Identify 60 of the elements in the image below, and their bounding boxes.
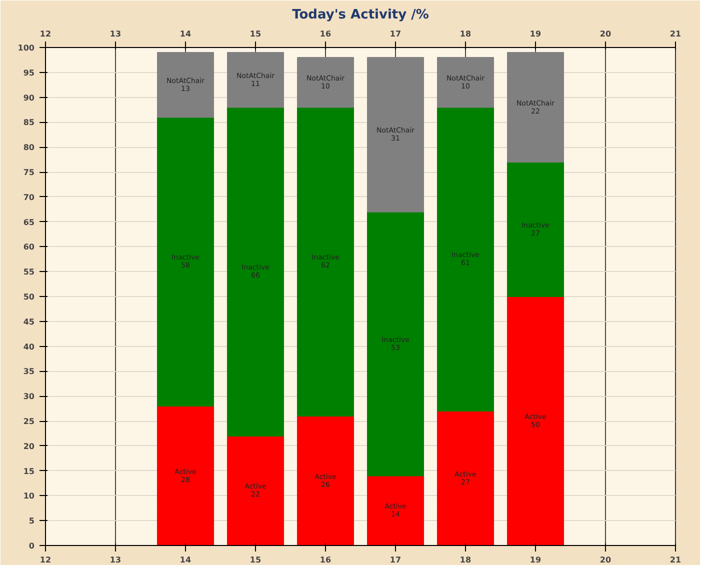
x-tick-label: 12 <box>40 30 52 38</box>
bar <box>297 106 354 417</box>
y-tick-label: 90 <box>23 93 35 102</box>
x-tick-label: 14 <box>180 30 192 38</box>
bar <box>157 116 214 407</box>
bar <box>507 52 564 163</box>
x2-tick-label: 20 <box>600 556 612 564</box>
bar <box>157 406 214 546</box>
y-tick-label: 30 <box>23 392 35 402</box>
y-tick-label: 75 <box>23 168 35 177</box>
x-tick-label: 21 <box>670 30 682 38</box>
y-tick-label: 60 <box>23 242 35 252</box>
y-tick-label: 40 <box>23 342 35 352</box>
bar <box>227 52 284 108</box>
y-tick-label: 5 <box>28 516 35 526</box>
y-tick-label: 35 <box>23 367 35 376</box>
bar <box>437 106 494 412</box>
x2-tick-label: 21 <box>670 556 682 564</box>
y-tick-label: 95 <box>23 68 35 78</box>
x2-tick-label: 17 <box>390 556 402 564</box>
bar <box>507 162 564 297</box>
y-tick-label: 55 <box>23 268 35 277</box>
bar <box>437 56 494 108</box>
bar <box>507 296 564 546</box>
chart-title: Today's Activity /% <box>292 8 429 22</box>
bar <box>157 52 214 118</box>
y-tick-label: 70 <box>23 192 35 202</box>
x2-tick-label: 13 <box>110 556 122 564</box>
bar <box>297 416 354 546</box>
y-tick-label: 85 <box>23 118 35 128</box>
x-tick-label: 16 <box>320 30 332 38</box>
y-tick-label: 15 <box>23 466 35 476</box>
x-tick-label: 19 <box>530 30 542 38</box>
x-tick-label: 15 <box>250 30 262 38</box>
y-tick-label: 80 <box>23 143 35 152</box>
x2-tick-label: 18 <box>460 556 472 564</box>
bar <box>367 211 424 476</box>
x-tick-label: 20 <box>600 30 612 38</box>
bar <box>367 56 424 212</box>
y-tick-label: 0 <box>28 542 35 550</box>
x-tick-label: 18 <box>460 30 472 38</box>
x2-tick-label: 15 <box>250 556 262 564</box>
bar <box>367 475 424 546</box>
bar <box>227 106 284 436</box>
y-tick-label: 50 <box>23 292 35 302</box>
y-tick-label: 65 <box>23 218 35 227</box>
x2-tick-label: 12 <box>40 556 52 564</box>
x-tick-label: 13 <box>110 30 122 38</box>
bar <box>227 435 284 546</box>
bar <box>297 56 354 108</box>
y-tick-label: 25 <box>23 417 35 426</box>
y-tick-label: 20 <box>23 442 35 451</box>
y-tick-label: 10 <box>23 492 35 501</box>
x-tick-label: 17 <box>390 30 402 38</box>
y-tick-label: 100 <box>18 44 35 52</box>
bar <box>437 410 494 546</box>
x2-tick-label: 19 <box>530 556 542 564</box>
y-tick-label: 45 <box>23 317 35 326</box>
x2-tick-label: 16 <box>320 556 332 564</box>
x2-tick-label: 14 <box>180 556 192 564</box>
